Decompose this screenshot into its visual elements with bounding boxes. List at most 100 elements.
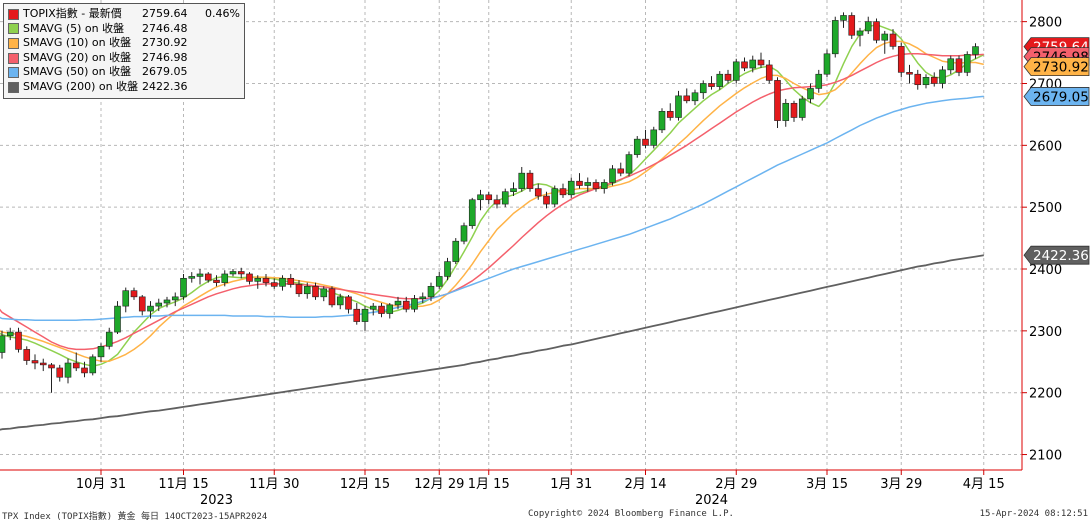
candle-body	[889, 33, 897, 47]
legend-value: 2746.48	[142, 21, 188, 35]
candle-body	[81, 367, 88, 374]
candle-body	[658, 111, 666, 131]
candle-body	[485, 194, 493, 201]
candle-body	[105, 331, 113, 347]
candle-body	[23, 349, 31, 361]
candle-body	[963, 54, 971, 73]
legend-item-sma50[interactable]: SMAVG (50) on 收盤 2679.05	[8, 65, 240, 80]
candle-body	[138, 296, 146, 312]
candle-body	[675, 95, 682, 118]
candle-body	[254, 277, 262, 282]
legend-swatch	[8, 67, 19, 79]
candle-body	[633, 138, 641, 155]
candle-body	[262, 277, 270, 283]
price-label-box	[1023, 87, 1090, 106]
candle-body	[609, 168, 616, 183]
candle-body	[947, 58, 955, 71]
candle-body	[64, 362, 72, 378]
candle-body	[196, 273, 204, 277]
candle-body	[31, 360, 39, 364]
price-label-box	[1023, 245, 1090, 265]
footer-ticker: TPX Index (TOPIX指數) 黃金 每日 14OCT2023-15AP…	[2, 512, 268, 522]
legend-item-topix[interactable]: TOPIX指數 - 最新價 2759.64 0.46%	[8, 7, 240, 22]
x-tick-label: 2月 14	[625, 477, 667, 492]
candle-body	[237, 271, 245, 275]
candle-body	[72, 362, 80, 369]
candle-body	[56, 367, 64, 378]
candle-body	[873, 21, 880, 41]
candle-body	[369, 305, 377, 310]
candle-body	[180, 277, 187, 298]
sma-line	[0, 254, 984, 431]
candle-body	[229, 271, 237, 275]
x-tick-label: 2月 29	[715, 477, 757, 492]
price-label-text: 2679.05	[1033, 89, 1089, 105]
candle-body	[708, 83, 715, 87]
candle-body	[922, 77, 930, 86]
y-tick-label: 2800	[1029, 16, 1062, 31]
candle-body	[592, 182, 600, 189]
candle-body	[650, 129, 658, 146]
candle-body	[774, 80, 781, 121]
legend-swatch	[8, 52, 19, 64]
candle-body	[171, 296, 179, 301]
candle-body	[782, 102, 790, 121]
chart-legend: TOPIX指數 - 最新價 2759.64 0.46% SMAVG (5) on…	[3, 3, 245, 99]
candle-body	[188, 276, 196, 279]
candle-body	[427, 286, 435, 298]
legend-name: SMAVG (10) on 收盤	[23, 36, 132, 50]
legend-name: SMAVG (5) on 收盤	[23, 21, 125, 35]
legend-value: 2679.05	[142, 65, 188, 79]
candle-body	[130, 290, 138, 298]
candle-body	[353, 308, 361, 322]
candle-body	[617, 168, 625, 174]
y-tick-label: 2600	[1029, 139, 1062, 154]
footer-copyright: Copyright© 2024 Bloomberg Finance L.P.	[528, 509, 734, 519]
x-tick-label: 11月 30	[249, 477, 299, 492]
legend-change: 0.46%	[205, 7, 240, 20]
y-tick-label: 2100	[1029, 449, 1062, 464]
candle-body	[6, 331, 14, 337]
candle-body	[831, 20, 839, 55]
candle-body	[757, 59, 765, 66]
candle-body	[790, 102, 798, 118]
x-tick-label: 3月 29	[880, 477, 922, 492]
candle-body	[163, 299, 171, 304]
candle-body	[724, 73, 732, 81]
candle-body	[930, 77, 938, 84]
x-tick-label: 4月 15	[963, 477, 1005, 492]
candle-body	[114, 305, 121, 333]
legend-item-sma10[interactable]: SMAVG (10) on 收盤 2730.92	[8, 36, 240, 51]
x-tick-label: 12月 15	[340, 477, 390, 492]
candle-body	[147, 305, 154, 312]
candle-body	[856, 30, 864, 36]
candle-body	[840, 15, 847, 21]
candle-body	[0, 335, 6, 353]
candle-body	[477, 194, 484, 201]
legend-item-sma5[interactable]: SMAVG (5) on 收盤 2746.48	[8, 22, 240, 37]
candle-body	[468, 199, 476, 227]
candle-body	[287, 277, 295, 285]
candle-body	[444, 261, 451, 277]
candle-body	[732, 61, 740, 81]
candle-body	[691, 92, 699, 102]
x-tick-label: 10月 31	[76, 477, 126, 492]
candle-body	[279, 277, 286, 287]
candle-body	[303, 286, 311, 295]
candle-body	[411, 298, 418, 310]
legend-item-sma200[interactable]: SMAVG (200) on 收盤 2422.36	[8, 80, 240, 95]
candle-body	[642, 138, 649, 146]
candle-body	[501, 191, 509, 205]
legend-item-sma20[interactable]: SMAVG (20) on 收盤 2746.98	[8, 51, 240, 66]
candle-body	[567, 180, 575, 196]
candle-body	[955, 58, 963, 73]
candle-body	[312, 286, 319, 298]
legend-name: SMAVG (20) on 收盤	[23, 50, 132, 64]
legend-value: 2730.92	[142, 36, 188, 50]
candle-body	[386, 304, 394, 314]
legend-swatch	[8, 23, 19, 35]
candle-body	[914, 73, 922, 86]
candle-body	[972, 46, 979, 55]
candle-body	[939, 69, 946, 84]
candle-body	[460, 225, 468, 242]
